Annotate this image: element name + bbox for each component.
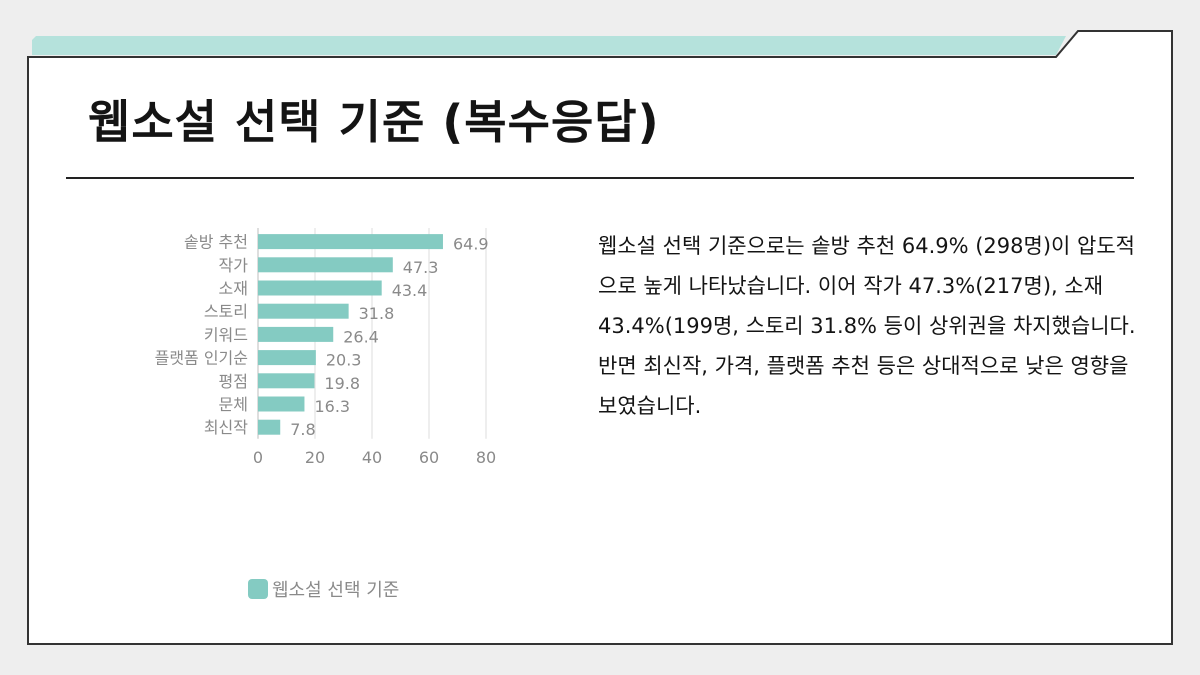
- bar: [258, 234, 443, 250]
- category-label: 평점: [219, 372, 248, 391]
- value-label: 31.8: [359, 304, 395, 323]
- value-label: 7.8: [290, 420, 315, 439]
- category-label: 작가: [219, 256, 249, 275]
- accent-band: [32, 36, 1066, 55]
- value-label: 20.3: [326, 351, 362, 370]
- legend-label: 웹소설 선택 기준: [272, 580, 400, 601]
- legend-swatch: [248, 579, 268, 599]
- category-label: 플랫폼 인기순: [155, 349, 248, 368]
- x-tick-label: 40: [362, 448, 382, 467]
- category-label: 스토리: [204, 302, 248, 321]
- bar: [258, 419, 281, 435]
- category-label: 소재: [219, 279, 248, 298]
- x-tick-label: 0: [253, 448, 263, 467]
- bar: [258, 396, 305, 412]
- category-label: 키워드: [204, 325, 248, 344]
- chart-legend: 웹소설 선택 기준: [248, 576, 399, 602]
- x-tick-label: 80: [476, 448, 496, 467]
- x-tick-label: 60: [419, 448, 439, 467]
- bar: [258, 350, 316, 366]
- summary-text: 웹소설 선택 기준으로는 솥방 추천 64.9% (298명)이 압도적으로 높…: [598, 234, 1136, 418]
- value-label: 19.8: [324, 374, 360, 393]
- value-label: 47.3: [403, 258, 439, 277]
- value-label: 64.9: [453, 235, 489, 254]
- value-label: 26.4: [343, 327, 379, 346]
- bar: [258, 303, 349, 319]
- bar-chart: 0 20 40 60 80 솥방 추천 64.9 작가 47.3 소재 43.4 스토리 31.8 키워드…: [155, 228, 497, 467]
- category-label: 솥방 추천: [184, 233, 248, 252]
- chart-bars: [258, 234, 443, 435]
- bar: [258, 326, 334, 342]
- value-label: 16.3: [314, 397, 350, 416]
- bar: [258, 257, 393, 273]
- bar: [258, 280, 382, 296]
- content-panel: [27, 30, 1173, 645]
- category-label: 최신작: [204, 418, 248, 437]
- bar: [258, 373, 315, 389]
- title-divider: [66, 177, 1134, 179]
- x-tick-label: 20: [305, 448, 325, 467]
- slide-title: 웹소설 선택 기준 (복수응답): [88, 95, 660, 149]
- category-label: 문체: [219, 395, 248, 414]
- value-label: 43.4: [392, 281, 428, 300]
- chart-labels: 0 20 40 60 80 솥방 추천 64.9 작가 47.3 소재 43.4 스토리 31.8 키워드…: [155, 233, 497, 467]
